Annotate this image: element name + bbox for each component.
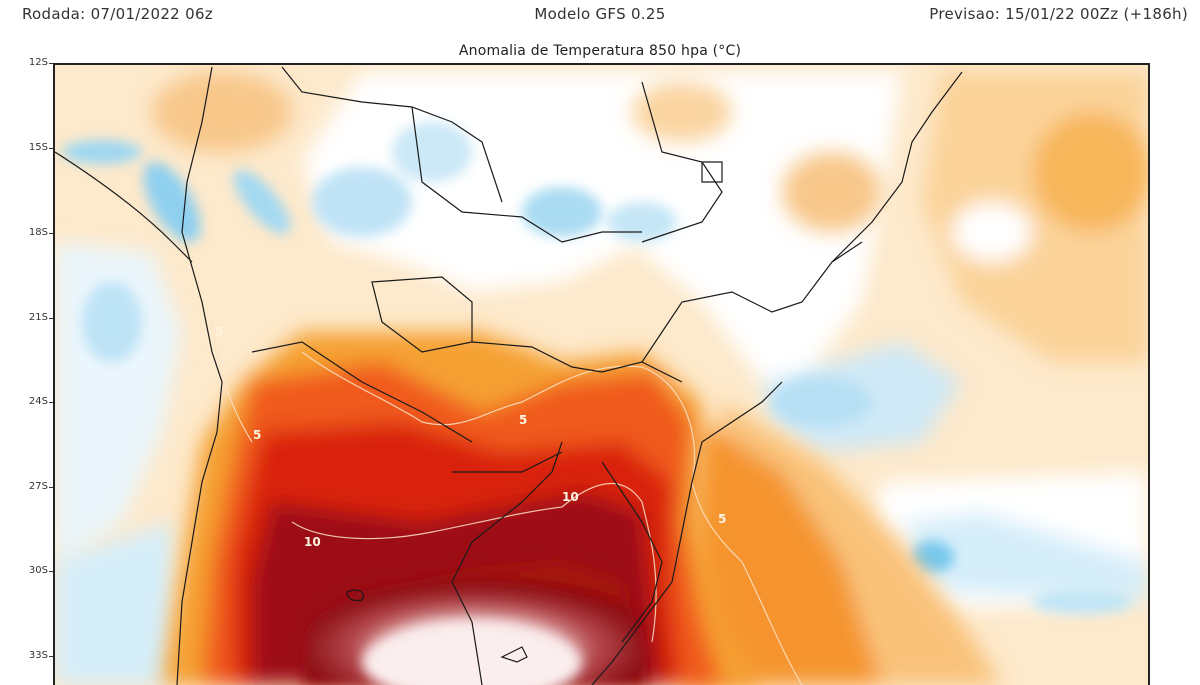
political-borders <box>55 66 963 685</box>
lat-tick-27s: 27S <box>0 481 54 492</box>
map-frame: 5 5 5 5 10 10 <box>53 63 1150 685</box>
map-title: Anomalia de Temperatura 850 hpa (°C) <box>458 43 742 59</box>
contour-label-5: 5 <box>253 428 261 442</box>
lat-tick-30s: 30S <box>0 565 54 576</box>
warm-anomaly-ocean <box>152 72 1148 685</box>
contour-label-5: 5 <box>519 413 527 427</box>
lat-tick-24s: 24S <box>0 396 54 407</box>
contour-label-10: 10 <box>562 490 579 504</box>
lat-tick-18s: 18S <box>0 227 54 238</box>
lat-tick-33s: 33S <box>0 650 54 661</box>
lat-tick-12s: 12S <box>0 57 54 68</box>
contour-label-5: 5 <box>718 512 726 526</box>
model-label: Modelo GFS 0.25 <box>534 5 666 23</box>
contour-label-10: 10 <box>304 535 321 549</box>
forecast-label: Previsao: 15/01/22 00Zz (+186h) <box>929 5 1188 23</box>
lat-tick-15s: 15S <box>0 142 54 153</box>
contour-label-5: 5 <box>215 325 223 339</box>
run-label: Rodada: 07/01/2022 06z <box>22 5 213 23</box>
anomaly-map: 5 5 5 5 10 10 <box>55 65 1148 685</box>
lat-tick-21s: 21S <box>0 312 54 323</box>
